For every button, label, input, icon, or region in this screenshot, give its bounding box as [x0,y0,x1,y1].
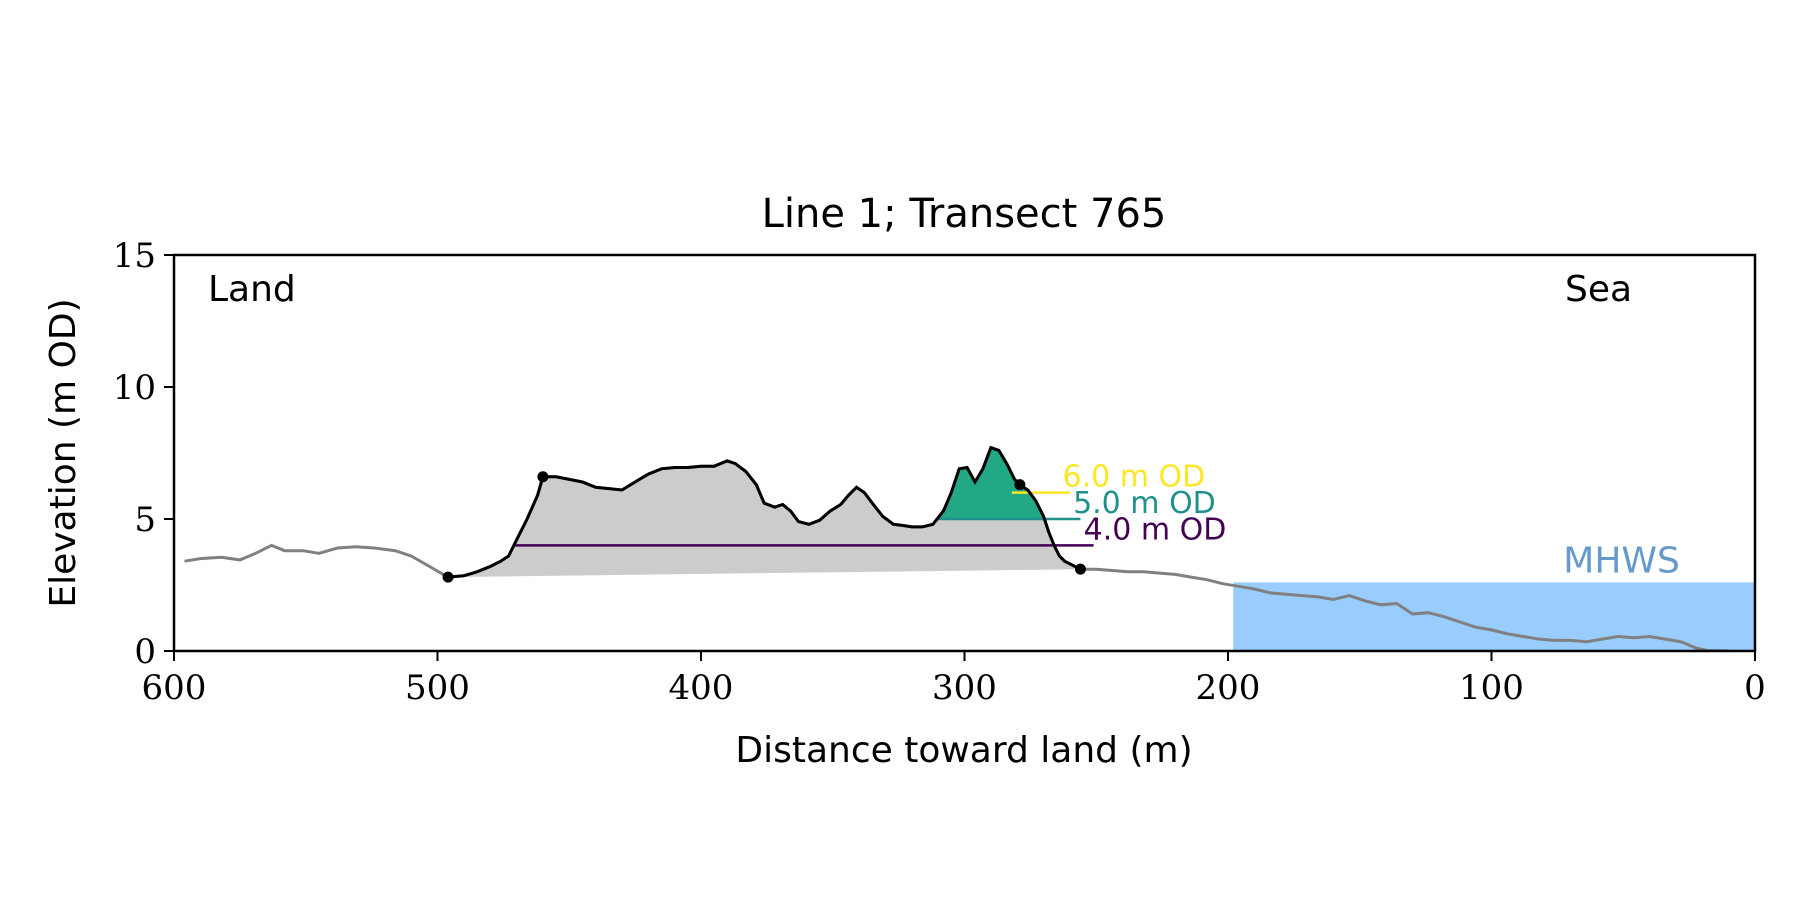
threshold-labels: 4.0 m OD5.0 m OD6.0 m OD [1063,460,1227,548]
threshold-label-4m: 4.0 m OD [1084,512,1227,547]
x-tick-label: 100 [1459,668,1524,708]
dune-marker [442,571,454,583]
dune-marker [1014,479,1026,491]
x-tick-label: 400 [669,668,734,708]
dune-markers [442,471,1086,583]
dune-volume-above-5m [937,447,1045,519]
x-tick-label: 500 [405,668,470,708]
mhws-label: MHWS [1563,540,1680,581]
x-tick-label: 300 [932,668,997,708]
dune-marker [1074,563,1086,575]
x-tick-label: 0 [1744,668,1766,708]
dune-marker [537,471,549,483]
y-tick-label: 10 [113,368,156,408]
threshold-lines [513,491,1094,547]
sea-label: Sea [1565,269,1632,310]
land-label: Land [208,269,296,310]
y-tick-label: 15 [113,236,156,276]
y-tick-label: 0 [134,632,156,672]
chart-title: Line 1; Transect 765 [762,191,1167,237]
y-axis-label: Elevation (m OD) [43,298,84,607]
threshold-label-5m: 5.0 m OD [1073,486,1216,521]
y-tick-label: 5 [134,500,156,540]
x-axis-label: Distance toward land (m) [735,730,1192,771]
x-tick-label: 200 [1196,668,1261,708]
y-axis: 0 5 10 15 [113,236,174,672]
x-axis: 600 500 400 300 200 100 0 [142,651,1766,708]
dune-profile-line [447,445,1082,579]
plot-area [184,445,1755,651]
x-tick-label: 600 [142,668,207,708]
threshold-label-6m: 6.0 m OD [1063,460,1206,495]
